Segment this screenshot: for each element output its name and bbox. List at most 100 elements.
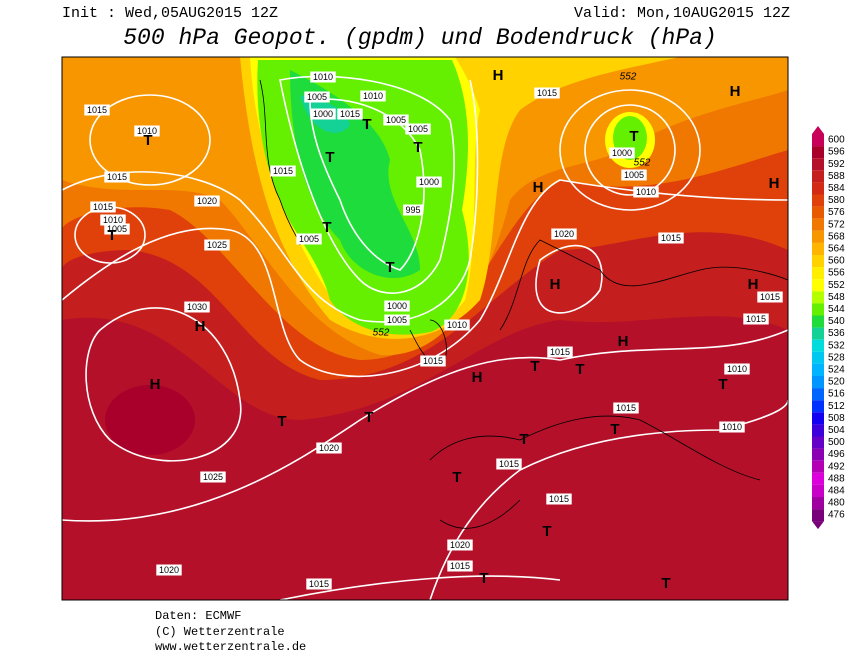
colorbar-swatch xyxy=(812,484,824,497)
colorbar-swatch xyxy=(812,206,824,219)
map-field xyxy=(62,57,788,600)
colorbar-swatch xyxy=(812,170,824,183)
colorbar-label: 592 xyxy=(828,159,845,170)
isobar-label-box xyxy=(304,91,330,103)
colorbar-label: 560 xyxy=(828,256,845,267)
contour-label: 552 xyxy=(620,72,637,83)
pressure-center: T xyxy=(629,128,638,145)
isobar-label: 1015 xyxy=(550,347,570,357)
colorbar-swatch xyxy=(812,400,824,413)
isobar-label-box xyxy=(633,186,659,198)
isobar-label-box xyxy=(621,169,647,181)
isobar-label-box xyxy=(403,204,423,216)
colorbar-top-arrow xyxy=(812,126,824,134)
colorbar-label: 492 xyxy=(828,461,845,472)
isobar-label-box xyxy=(270,165,296,177)
isobar-label: 1025 xyxy=(207,240,227,250)
colorbar-swatch xyxy=(812,363,824,376)
isobar-label-box xyxy=(100,214,126,226)
colorbar-label: 504 xyxy=(828,425,845,436)
isobar-label-box xyxy=(306,578,332,590)
isobar-label: 1025 xyxy=(203,472,223,482)
isobar-label-box xyxy=(384,314,410,326)
isobar-label: 1015 xyxy=(93,202,113,212)
colorbar-label: 584 xyxy=(828,183,845,194)
colorbar-label: 568 xyxy=(828,231,845,242)
isobar-label: 1000 xyxy=(612,148,632,158)
pressure-center: T xyxy=(610,421,619,438)
colorbar-swatch xyxy=(812,182,824,195)
pressure-center: H xyxy=(618,333,629,350)
pressure-center: T xyxy=(452,469,461,486)
colorbar-label: 548 xyxy=(828,292,845,303)
isobar-label-box xyxy=(134,125,160,137)
isobar-label-box xyxy=(496,458,522,470)
isobar-label: 1005 xyxy=(408,124,428,134)
colorbar-swatch xyxy=(812,460,824,473)
isobar-label-box xyxy=(724,363,750,375)
isobar-label: 1000 xyxy=(387,301,407,311)
isobar-label: 1015 xyxy=(309,579,329,589)
colorbar-label: 596 xyxy=(828,147,845,158)
colorbar-label: 552 xyxy=(828,280,845,291)
pressure-center: T xyxy=(718,376,727,393)
pressure-center: H xyxy=(533,179,544,196)
pressure-center: H xyxy=(769,175,780,192)
colorbar-swatch xyxy=(812,146,824,159)
pressure-center: T xyxy=(364,409,373,426)
isobar-label: 1015 xyxy=(340,109,360,119)
isobar-label: 1010 xyxy=(103,215,123,225)
colorbar-bottom-arrow xyxy=(812,521,824,530)
isobar-label-box xyxy=(84,104,110,116)
colorbar-label: 476 xyxy=(828,510,845,521)
isobar-label: 1015 xyxy=(549,494,569,504)
isobar-label: 1010 xyxy=(722,422,742,432)
isobar-label: 1015 xyxy=(760,292,780,302)
pressure-center: T xyxy=(661,575,670,592)
pressure-center: H xyxy=(493,67,504,84)
pressure-center: T xyxy=(479,570,488,587)
colorbar-swatch xyxy=(812,291,824,304)
colorbar-label: 508 xyxy=(828,413,845,424)
isobar-label-box xyxy=(296,233,322,245)
isobar-label-box xyxy=(613,402,639,414)
copyright: (C) Wetterzentrale xyxy=(155,625,285,639)
isobar-label-box xyxy=(658,232,684,244)
isobar-label: 1015 xyxy=(107,172,127,182)
colorbar-label: 564 xyxy=(828,244,845,255)
colorbar-swatch xyxy=(812,242,824,255)
pressure-center: T xyxy=(575,361,584,378)
colorbar-label: 488 xyxy=(828,473,845,484)
isobar-label: 1015 xyxy=(746,314,766,324)
colorbar-label: 512 xyxy=(828,401,845,412)
colorbar-label: 600 xyxy=(828,135,845,146)
contour-label: 552 xyxy=(634,158,651,169)
isobar-label-box xyxy=(547,346,573,358)
colorbar-label: 532 xyxy=(828,340,845,351)
isobar-label: 1010 xyxy=(137,126,157,136)
colorbar-label: 572 xyxy=(828,219,845,230)
colorbar-label: 544 xyxy=(828,304,845,315)
source: Daten: ECMWF xyxy=(155,609,241,623)
pressure-center: T xyxy=(385,259,394,276)
isobar-label-box xyxy=(719,421,745,433)
isobar-label: 1020 xyxy=(159,565,179,575)
colorbar-label: 588 xyxy=(828,171,845,182)
colorbar-swatch xyxy=(812,448,824,461)
isobar-label-box xyxy=(90,201,116,213)
pressure-center: T xyxy=(322,219,331,236)
colorbar-swatch xyxy=(812,315,824,328)
colorbar-swatch xyxy=(812,497,824,510)
isobar-label-box xyxy=(204,239,230,251)
colorbar-swatch xyxy=(812,339,824,352)
isobar-label: 1000 xyxy=(313,109,333,119)
isobar-label-box xyxy=(200,471,226,483)
colorbar-label: 540 xyxy=(828,316,845,327)
init-time: Init : Wed,05AUG2015 12Z xyxy=(62,5,278,22)
pressure-center: H xyxy=(748,276,759,293)
isobar-label: 1005 xyxy=(107,224,127,234)
colorbar-label: 484 xyxy=(828,486,845,497)
isobar-label: 1005 xyxy=(387,315,407,325)
isobar-label: 1030 xyxy=(187,302,207,312)
isobar-label-box xyxy=(316,442,342,454)
